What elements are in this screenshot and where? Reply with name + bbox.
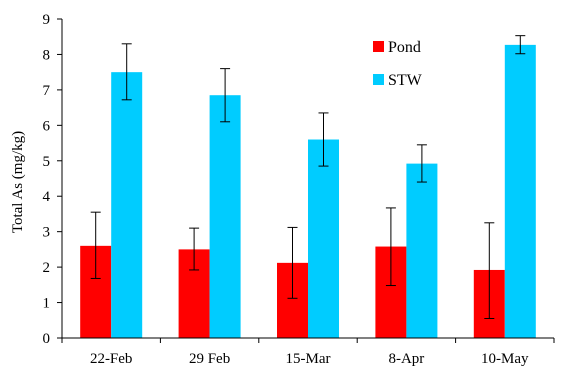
x-tick-label: 15-Mar (286, 351, 331, 367)
y-axis-label: Total As (mg/kg) (10, 131, 26, 233)
y-tick-label: 5 (43, 154, 51, 170)
error-bar-pond (385, 207, 396, 287)
y-tick-label: 8 (43, 47, 51, 63)
y-tick-label: 6 (43, 118, 51, 134)
y-tick-label: 0 (43, 331, 51, 347)
error-bar-stw (121, 43, 132, 101)
error-bar-stw (220, 68, 231, 123)
y-tick-label: 4 (43, 189, 51, 205)
y-tick-label: 9 (43, 12, 51, 28)
x-axis-ticks: 22-Feb 29 Feb 15-Mar 8-Apr 10-May (61, 338, 555, 367)
error-bar-pond (287, 226, 298, 299)
bar-stw-10-may (504, 44, 536, 338)
legend-swatch-stw (373, 74, 384, 85)
y-tick-label: 3 (43, 225, 51, 241)
y-tick-label: 7 (43, 83, 51, 99)
x-tick-label: 29 Feb (189, 351, 230, 367)
legend-swatch-pond (373, 41, 384, 52)
bar-stw-29-feb (209, 95, 241, 338)
legend-label-stw: STW (388, 72, 423, 89)
legend-label-pond: Pond (388, 39, 421, 56)
error-bar-pond (189, 227, 200, 271)
x-tick-label: 8-Apr (388, 351, 424, 367)
bar-stw-22-feb (111, 72, 143, 339)
error-bars (90, 35, 526, 320)
error-bar-pond (484, 222, 495, 320)
x-tick-label: 10-May (481, 351, 529, 367)
error-bar-stw (416, 144, 427, 183)
y-tick-label: 2 (43, 260, 51, 276)
y-axis-ticks: 0 1 2 3 4 5 6 7 8 9 (43, 12, 62, 347)
error-bar-stw (515, 35, 526, 55)
legend: Pond STW (373, 39, 423, 89)
bar-stw-8-apr (406, 163, 438, 338)
error-bar-stw (318, 112, 329, 167)
bars (80, 44, 536, 339)
x-tick-label: 22-Feb (90, 351, 133, 367)
error-bar-pond (90, 211, 101, 279)
bar-stw-15-mar (308, 139, 339, 338)
y-tick-label: 1 (43, 296, 51, 312)
